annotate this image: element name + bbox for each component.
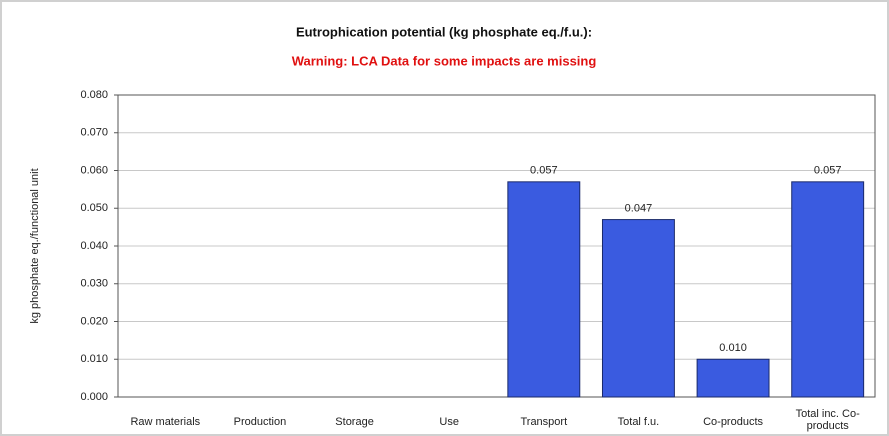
bar	[507, 181, 581, 398]
value-label: 0.057	[530, 165, 558, 177]
x-tick-label: Storage	[335, 416, 374, 428]
y-tick-label: 0.030	[80, 278, 108, 290]
bar	[696, 358, 770, 398]
y-tick-label: 0.060	[80, 164, 108, 176]
y-tick-label: 0.050	[80, 202, 108, 214]
x-tick-label: Use	[439, 416, 459, 428]
y-axis-label: kg phosphate eq./functional unit	[29, 168, 41, 323]
y-tick-label: 0.020	[80, 315, 108, 327]
y-tick-label: 0.070	[80, 127, 108, 139]
value-label: 0.010	[719, 342, 747, 354]
y-tick-label: 0.000	[80, 391, 108, 403]
x-tick-label: Transport	[520, 416, 568, 428]
x-tick-label: Production	[233, 416, 287, 428]
x-tick-label: Total inc. Co-products	[795, 408, 860, 432]
y-tick-label: 0.080	[80, 89, 108, 101]
warning: Warning: LCA Data for some impacts are m…	[292, 53, 597, 68]
value-label: 0.047	[625, 202, 653, 214]
bar	[791, 181, 865, 398]
y-tick-label: 0.010	[80, 353, 108, 365]
value-label: 0.057	[814, 165, 842, 177]
x-tick-label: Total f.u.	[617, 416, 660, 428]
chart-title: Eutrophication potential (kg phosphate e…	[296, 24, 592, 39]
y-tick-label: 0.040	[80, 240, 108, 252]
x-tick-label: Co-products	[703, 416, 764, 428]
plot-area	[117, 94, 876, 398]
bar	[601, 219, 675, 398]
x-tick-label: Raw materials	[130, 416, 201, 428]
